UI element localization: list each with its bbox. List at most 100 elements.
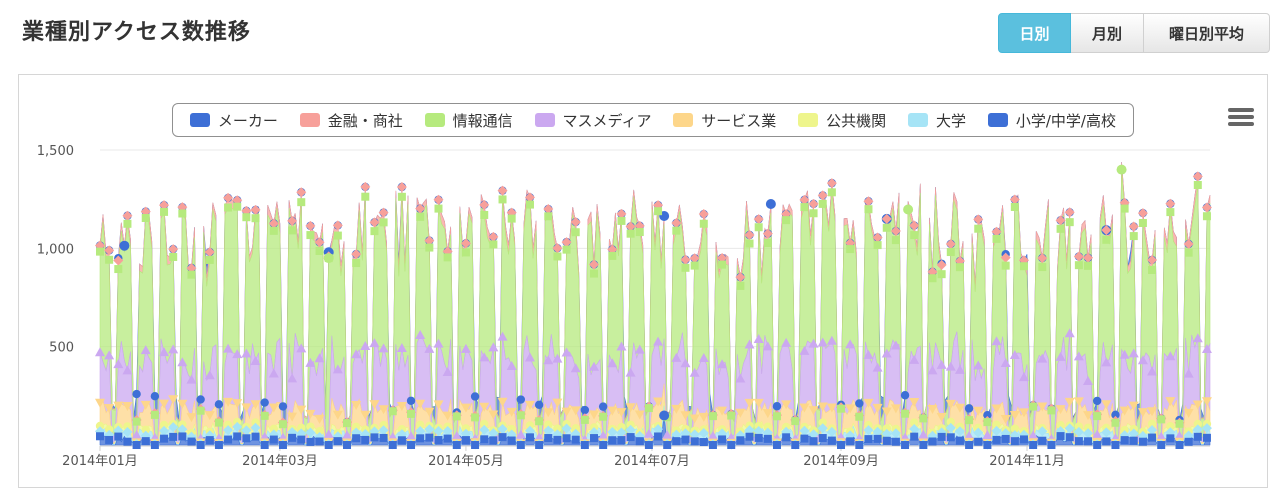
data-point xyxy=(689,414,700,424)
data-point xyxy=(416,212,425,221)
legend-item[interactable]: マスメディア xyxy=(534,110,651,131)
legend-label: 情報通信 xyxy=(452,111,513,130)
legend-item[interactable]: 金融・商社 xyxy=(299,110,403,131)
weekday-average-button[interactable]: 曜日別平均 xyxy=(1144,13,1270,53)
data-point xyxy=(973,214,984,225)
data-point xyxy=(342,430,353,440)
data-point xyxy=(424,407,435,417)
data-point xyxy=(910,231,919,240)
data-point xyxy=(735,408,746,418)
data-point xyxy=(1157,441,1166,449)
data-point xyxy=(901,409,910,418)
data-point xyxy=(1166,208,1175,217)
data-point xyxy=(141,425,150,434)
data-point xyxy=(826,335,837,345)
data-point xyxy=(95,398,105,408)
data-point xyxy=(525,421,535,430)
data-point xyxy=(123,437,132,446)
data-point xyxy=(772,402,782,411)
data-point xyxy=(123,422,132,431)
data-point xyxy=(460,343,471,353)
data-point xyxy=(378,425,389,436)
data-point xyxy=(654,207,663,216)
daily-button[interactable]: 日別 xyxy=(998,13,1071,53)
data-point xyxy=(1128,401,1139,411)
data-point xyxy=(305,357,316,367)
data-point xyxy=(1137,355,1148,365)
data-point xyxy=(1129,436,1138,445)
data-point xyxy=(497,331,508,341)
hamburger-menu-icon[interactable] xyxy=(1228,108,1254,128)
data-point xyxy=(1056,421,1065,430)
data-point xyxy=(407,409,416,418)
data-point xyxy=(818,199,827,208)
x-tick-label: 2014年09月 xyxy=(803,454,879,469)
data-point xyxy=(122,365,133,375)
data-point xyxy=(396,401,407,411)
data-point xyxy=(681,435,690,444)
data-point xyxy=(973,427,984,438)
data-point xyxy=(1009,411,1020,421)
data-point xyxy=(1083,252,1094,263)
data-point xyxy=(360,410,371,420)
data-point xyxy=(1137,408,1148,418)
data-point xyxy=(580,441,589,449)
data-point xyxy=(122,427,133,438)
data-point xyxy=(1000,252,1011,263)
data-point xyxy=(524,400,535,410)
data-point xyxy=(250,400,261,410)
data-point xyxy=(1037,402,1048,412)
data-point xyxy=(809,437,818,446)
data-point xyxy=(983,410,992,420)
data-point xyxy=(461,424,471,433)
data-point xyxy=(223,425,234,436)
data-point xyxy=(1056,224,1065,233)
data-point xyxy=(352,434,361,443)
data-point xyxy=(497,423,508,434)
legend-item[interactable]: 小学/中学/高校 xyxy=(987,110,1116,131)
data-point xyxy=(525,433,534,442)
data-point xyxy=(159,399,170,409)
data-point xyxy=(434,204,443,213)
data-point xyxy=(1102,235,1111,244)
data-point xyxy=(927,405,938,415)
data-point xyxy=(936,359,947,369)
data-point xyxy=(927,365,938,375)
data-point xyxy=(782,216,791,225)
data-point xyxy=(910,418,919,427)
data-point xyxy=(662,429,673,439)
data-point xyxy=(690,437,699,446)
data-point xyxy=(1184,248,1193,257)
data-point xyxy=(104,425,114,434)
data-point xyxy=(982,430,993,440)
legend-item[interactable]: 公共機関 xyxy=(798,110,886,131)
data-point xyxy=(928,274,937,283)
data-point xyxy=(599,441,608,449)
data-point xyxy=(443,253,452,262)
data-point xyxy=(954,426,965,437)
data-point xyxy=(178,432,187,441)
data-point xyxy=(497,185,508,196)
data-point xyxy=(598,402,608,411)
data-point xyxy=(717,406,728,416)
data-point xyxy=(1009,194,1020,205)
data-point xyxy=(306,422,315,431)
data-point xyxy=(113,359,124,369)
legend-item[interactable]: 大学 xyxy=(908,110,966,131)
data-point xyxy=(653,397,664,407)
data-point xyxy=(105,435,114,444)
legend-item[interactable]: 情報通信 xyxy=(424,110,513,131)
data-point xyxy=(150,391,160,401)
data-point xyxy=(690,261,699,270)
legend-item[interactable]: サービス業 xyxy=(673,110,776,131)
monthly-button[interactable]: 月別 xyxy=(1071,13,1144,53)
legend-item[interactable]: メーカー xyxy=(189,110,278,131)
data-point xyxy=(214,400,224,409)
data-point xyxy=(141,437,150,446)
data-point xyxy=(122,210,133,221)
data-point xyxy=(1192,424,1203,435)
data-point xyxy=(361,435,370,444)
data-point xyxy=(96,247,104,256)
data-point xyxy=(1147,419,1157,429)
data-point xyxy=(114,432,123,441)
